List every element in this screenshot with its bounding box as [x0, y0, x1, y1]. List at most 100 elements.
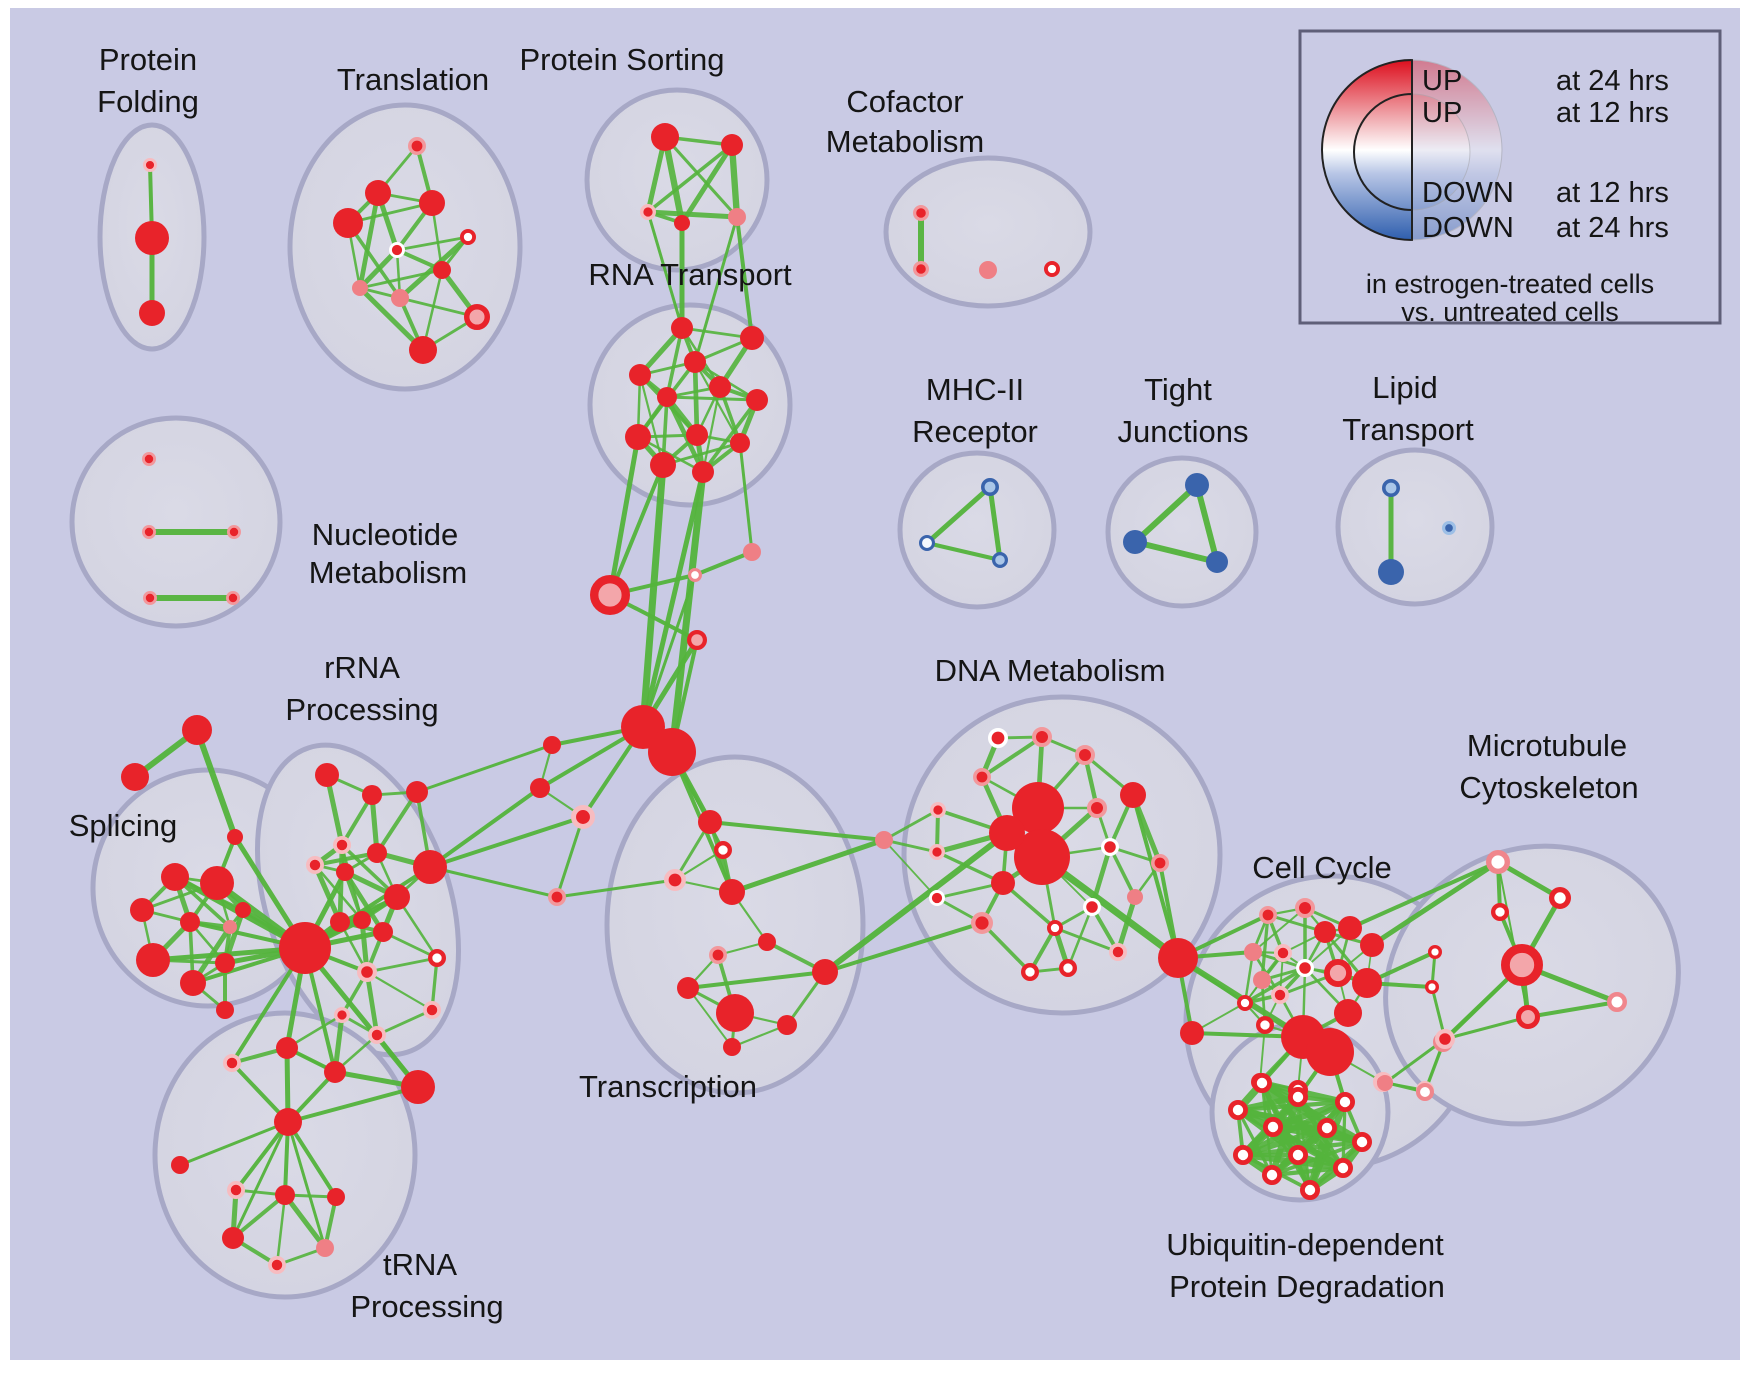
network-edge	[693, 550, 754, 577]
network-edge	[701, 398, 759, 474]
network-edge	[708, 820, 886, 842]
network-node-whiteRing	[1262, 1165, 1283, 1186]
network-node-halo	[1259, 905, 1278, 924]
network-node-solid	[182, 715, 212, 745]
network-node-pinkSolid	[1127, 889, 1143, 905]
network-node-halo	[912, 205, 929, 222]
network-node-solid	[121, 763, 149, 791]
network-edge	[1348, 860, 1500, 930]
network-node-whiteRingRed	[1082, 897, 1101, 916]
network-node-pinkRing	[226, 1181, 245, 1200]
network-node-solid	[671, 317, 693, 339]
network-edge	[1131, 793, 1180, 960]
network-node-halo	[547, 887, 566, 906]
network-node-solid	[657, 387, 677, 407]
network-edge	[1240, 1125, 1330, 1158]
network-node-pinkRingWhite	[1416, 1083, 1435, 1102]
network-node-solid	[1306, 1028, 1354, 1076]
network-node-pinkRing	[1434, 1028, 1455, 1049]
network-node-solid	[330, 912, 350, 932]
network-node-blueRingLight	[980, 477, 999, 496]
network-node-solid	[629, 364, 651, 386]
network-edge	[1497, 861, 1529, 1018]
network-node-pinkRing	[663, 868, 686, 891]
network-node-whiteRing	[1256, 1015, 1275, 1034]
cluster-label-mhc-ii-receptor-0: MHC-II	[926, 372, 1024, 407]
network-node-whiteRing	[1237, 994, 1254, 1011]
network-edge	[1038, 853, 1182, 962]
network-node-pinkCenter	[1516, 1005, 1541, 1030]
network-node-blueRingWhite	[919, 535, 936, 552]
network-node-whiteRingRed	[1100, 837, 1119, 856]
network-edge	[358, 268, 444, 290]
network-node-solid	[716, 994, 754, 1032]
network-node-halo	[708, 945, 727, 964]
cluster-label-protein-folding-1: Folding	[97, 84, 199, 119]
cluster-bubble-microtubule-cytoskeleton	[1383, 843, 1681, 1127]
network-node-pinkRingWhite	[688, 568, 703, 583]
network-node-pinkRing	[222, 1054, 241, 1073]
network-edge	[1194, 482, 1220, 565]
network-edge	[665, 395, 759, 402]
network-node-pinkRing	[639, 203, 656, 220]
network-edge	[1053, 926, 1120, 954]
network-node-blueSolid	[1206, 551, 1228, 573]
network-edge	[738, 441, 754, 554]
network-node-pinkSolid	[1244, 943, 1262, 961]
network-node-pinkRing	[571, 805, 596, 830]
network-node-solid	[709, 376, 731, 398]
network-node-pinkCenter	[590, 575, 631, 616]
network-node-pinkSolid	[223, 920, 237, 934]
network-node-pinkSolid	[352, 280, 368, 296]
network-node-solid	[139, 300, 165, 326]
network-edge	[1132, 482, 1200, 545]
network-node-solid	[674, 215, 690, 231]
network-node-pinkCenter	[464, 304, 491, 331]
network-node-solid	[684, 351, 706, 373]
network-edge	[398, 296, 479, 319]
network-edge	[646, 210, 684, 330]
legend-time-3: at 24 hrs	[1556, 212, 1669, 244]
network-node-solid	[433, 261, 451, 279]
network-edge	[302, 945, 421, 1090]
network-edge	[194, 727, 238, 840]
network-edge	[924, 484, 993, 546]
legend-time-2: at 12 hrs	[1556, 177, 1669, 209]
network-node-halo	[226, 525, 241, 540]
network-edge	[365, 970, 434, 1012]
network-node-solid	[365, 180, 391, 206]
network-edge	[364, 969, 380, 1038]
network-edge	[687, 987, 733, 1048]
network-node-whiteRingRed	[987, 727, 1008, 748]
network-node-whiteRingRed	[389, 242, 406, 259]
cluster-label-tight-junctions-1: Junctions	[1118, 414, 1249, 449]
network-node-pinkSolid	[316, 1239, 334, 1257]
network-node-solid	[171, 1156, 189, 1174]
network-node-whiteRing	[1233, 1145, 1254, 1166]
cluster-bubble-nucleotide-metabolism	[69, 415, 283, 629]
network-edge	[668, 468, 707, 756]
network-edge	[1269, 1165, 1346, 1178]
network-edge	[365, 956, 439, 974]
network-node-solid	[1314, 921, 1336, 943]
cluster-label-cofactor-metabolism-0: Cofactor	[846, 84, 963, 119]
network-edge	[555, 815, 585, 899]
network-node-solid	[279, 922, 331, 974]
network-node-whiteRing	[1428, 944, 1443, 959]
network-node-solid	[1180, 1021, 1204, 1045]
cluster-label-rrna-processing-1: Processing	[285, 692, 438, 727]
network-node-solid	[1338, 916, 1362, 940]
network-node-solid	[777, 1015, 797, 1035]
network-node-solid	[180, 912, 200, 932]
network-edge	[663, 135, 739, 219]
cluster-label-ubiquitin-degradation-0: Ubiquitin-dependent	[1166, 1227, 1444, 1262]
network-node-halo	[141, 525, 156, 540]
network-node-solid	[721, 134, 743, 156]
network-edge	[882, 808, 940, 842]
network-node-halo	[1075, 745, 1095, 765]
network-edge	[286, 1120, 327, 1250]
network-node-solid	[401, 1070, 435, 1104]
network-node-pinkSolid	[728, 208, 746, 226]
network-edge	[375, 790, 419, 855]
